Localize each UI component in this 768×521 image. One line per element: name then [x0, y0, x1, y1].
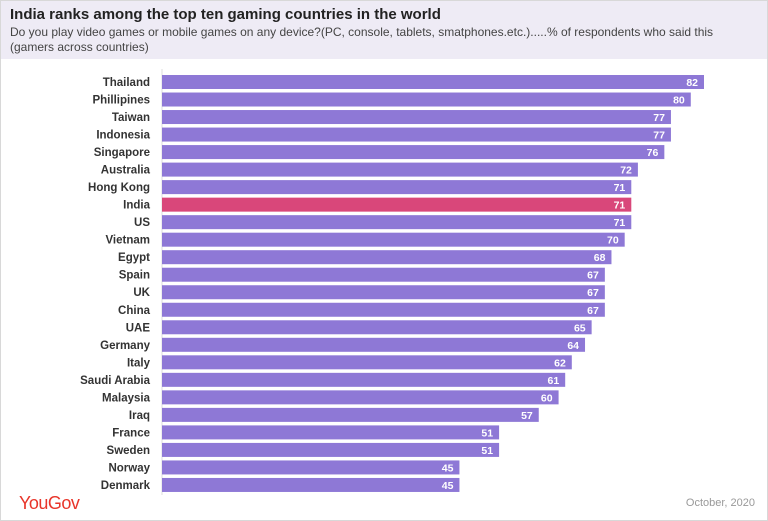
value-label: 67: [587, 270, 599, 282]
value-label: 45: [442, 480, 454, 492]
bar-france: [162, 425, 500, 440]
value-label: 51: [481, 427, 493, 439]
bar-taiwan: [162, 110, 671, 125]
category-label: Denmark: [101, 480, 151, 492]
category-label: Hong Kong: [88, 182, 150, 194]
category-label: China: [118, 305, 151, 317]
value-label: 67: [587, 287, 599, 299]
category-label: US: [134, 217, 150, 229]
category-label: Malaysia: [102, 392, 151, 404]
bar-norway: [162, 460, 460, 475]
category-label: UAE: [126, 322, 151, 334]
value-label: 67: [587, 305, 599, 317]
value-label: 57: [521, 410, 533, 422]
category-label: Australia: [101, 165, 151, 177]
category-label: Taiwan: [112, 112, 150, 124]
category-label: Singapore: [94, 147, 150, 159]
value-label: 70: [607, 235, 619, 247]
chart-title: India ranks among the top ten gaming cou…: [10, 6, 441, 23]
category-label: Spain: [119, 270, 150, 282]
bar-singapore: [162, 145, 665, 160]
bar-indonesia: [162, 127, 671, 142]
bar-vietnam: [162, 232, 625, 247]
category-label: Saudi Arabia: [80, 375, 150, 387]
value-label: 77: [653, 130, 665, 142]
date-label: October, 2020: [685, 497, 755, 509]
value-label: 71: [614, 182, 626, 194]
value-label: 82: [686, 77, 698, 89]
category-label: Vietnam: [105, 235, 150, 247]
value-label: 62: [554, 357, 566, 369]
value-label: 68: [594, 252, 606, 264]
value-label: 71: [614, 200, 626, 212]
value-label: 77: [653, 112, 665, 124]
category-label: Thailand: [103, 77, 150, 89]
bar-australia: [162, 162, 638, 177]
value-label: 72: [620, 165, 632, 177]
category-label: Sweden: [107, 445, 150, 457]
bar-hong-kong: [162, 180, 632, 195]
header: India ranks among the top ten gaming cou…: [1, 1, 767, 59]
chart-subtitle: Do you play video games or mobile games …: [10, 25, 714, 54]
value-label: 45: [442, 462, 454, 474]
bar-india: [162, 197, 632, 212]
bar-egypt: [162, 250, 612, 265]
bar-us: [162, 215, 632, 230]
value-label: 76: [647, 147, 659, 159]
value-label: 61: [548, 375, 560, 387]
value-label: 80: [673, 95, 685, 107]
category-label: Norway: [108, 462, 150, 474]
category-label: India: [123, 200, 150, 212]
category-label: Iraq: [129, 410, 150, 422]
bar-iraq: [162, 407, 539, 422]
bar-germany: [162, 337, 586, 352]
category-label: Germany: [100, 340, 150, 352]
value-label: 65: [574, 322, 586, 334]
value-label: 51: [481, 445, 493, 457]
bar-thailand: [162, 75, 704, 89]
category-label: Italy: [127, 357, 151, 369]
category-label: Phillipines: [92, 95, 150, 107]
bar-spain: [162, 267, 605, 282]
bar-saudi-arabia: [162, 372, 566, 387]
category-label: UK: [133, 287, 150, 299]
value-label: 71: [614, 217, 626, 229]
bar-denmark: [162, 477, 460, 492]
category-label: France: [112, 427, 150, 439]
bar-uk: [162, 285, 605, 300]
category-label: Indonesia: [96, 130, 150, 142]
bar-italy: [162, 355, 572, 370]
bar-sweden: [162, 442, 500, 457]
value-label: 64: [567, 340, 579, 352]
bar-uae: [162, 320, 592, 335]
value-label: 60: [541, 392, 553, 404]
bar-malaysia: [162, 390, 559, 405]
yougov-logo: YouGov: [19, 493, 80, 513]
bar-china: [162, 302, 605, 317]
bar-phillipines: [162, 92, 691, 107]
category-label: Egypt: [118, 252, 150, 264]
